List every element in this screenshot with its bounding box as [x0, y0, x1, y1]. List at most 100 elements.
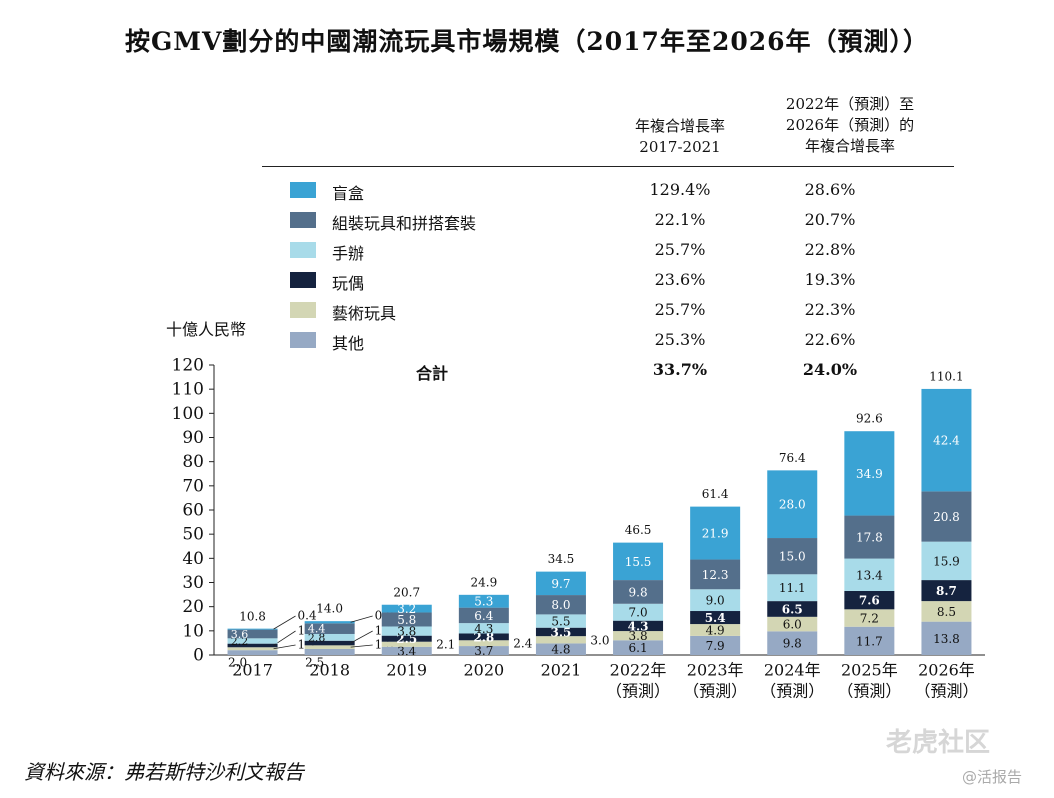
bar-segment — [381, 612, 432, 627]
x-tick-label: 2025年 — [841, 661, 898, 680]
bar-segment — [304, 633, 355, 641]
bar-segment — [767, 616, 818, 632]
data-label: 8.5 — [937, 605, 956, 619]
data-label: 4.8 — [551, 643, 570, 657]
legend-swatch — [290, 242, 316, 258]
bar-segment — [227, 628, 278, 630]
y-tick-label: 110 — [172, 380, 204, 400]
bar-segment — [458, 623, 509, 634]
data-label: 15.0 — [779, 550, 806, 564]
x-tick-label: （預測） — [914, 682, 978, 701]
bar-segment — [535, 571, 586, 596]
source-note: 資料來源：弗若斯特沙利文報告 — [24, 760, 304, 784]
data-label: 7.6 — [859, 594, 880, 608]
legend-cagr-2022-2026: 28.6% — [804, 180, 856, 199]
bar-segment — [613, 631, 664, 641]
data-label: 5.3 — [474, 595, 493, 609]
bar-segment — [767, 470, 818, 539]
legend-label: 其他 — [332, 334, 365, 353]
total-label: 92.6 — [856, 412, 883, 426]
total-cagr-2017-2021: 33.7% — [652, 360, 708, 379]
y-tick-label: 70 — [182, 476, 204, 496]
legend-cagr-2022-2026: 19.3% — [804, 270, 856, 289]
data-label: 5.4 — [705, 611, 726, 625]
x-tick-label: 2026年 — [918, 661, 975, 680]
data-label: 6.4 — [474, 609, 493, 623]
bar-segment — [921, 388, 972, 492]
legend-row-others: 其他 25.3% 22.6% — [290, 330, 930, 353]
x-tick-label: 2021 — [541, 661, 582, 680]
legend-row-building-sets: 組裝玩具和拼搭套裝 22.1% 20.7% — [290, 210, 930, 233]
leader-line — [273, 615, 296, 630]
data-label: 11.7 — [856, 634, 883, 648]
legend-row-art-toys: 藝術玩具 25.7% 22.3% — [290, 300, 930, 323]
data-label: 3.6 — [231, 628, 249, 641]
y-tick-label: 60 — [182, 501, 204, 521]
cagr-header-line: 2022年（預測）至 — [785, 95, 915, 113]
total-label: 10.8 — [239, 609, 266, 623]
data-label: 4.9 — [706, 623, 725, 637]
legend-cagr-2022-2026: 22.6% — [804, 330, 856, 349]
y-tick-label: 10 — [182, 621, 204, 641]
watermark-logo-text: 老虎社区 — [886, 728, 991, 758]
data-label: 4.3 — [628, 619, 649, 633]
x-tick-label: （預測） — [683, 682, 747, 701]
total-label: 合計 — [416, 364, 449, 383]
legend-label: 組裝玩具和拼搭套裝 — [332, 214, 477, 233]
bar-segment — [304, 645, 355, 649]
bar-segment — [381, 646, 432, 655]
bar-segment — [227, 638, 278, 644]
bar-segment — [227, 629, 278, 639]
data-label: 6.5 — [782, 602, 803, 616]
data-label: 9.8 — [629, 585, 648, 599]
x-tick-label: （預測） — [760, 682, 824, 701]
bar-segment — [690, 559, 741, 590]
y-tick-label: 50 — [182, 525, 204, 545]
y-tick-label: 80 — [182, 452, 204, 472]
leader-line — [350, 615, 373, 623]
leader-line — [273, 644, 296, 650]
data-label: 21.9 — [702, 527, 729, 541]
bar-segment — [767, 631, 818, 655]
leader-line — [350, 630, 373, 644]
bar-segment — [458, 646, 509, 655]
bar-segment — [767, 601, 818, 617]
cagr-header-line: 年複合增長率 — [804, 137, 895, 155]
legend-cagr-2017-2021: 25.7% — [654, 240, 706, 259]
data-label: 4.3 — [474, 622, 493, 636]
legend-cagr-2022-2026: 20.7% — [804, 210, 856, 229]
legend-swatch — [290, 302, 316, 318]
total-label: 20.7 — [393, 585, 420, 599]
bar-segment — [304, 640, 355, 646]
data-label: 9.7 — [551, 577, 570, 591]
data-label: 2.5 — [305, 656, 324, 670]
bar-segment — [844, 626, 895, 655]
cagr-header-2022-2026: 2022年（預測）至 2026年（預測）的 年複合增長率 — [770, 94, 930, 157]
bar-segment — [381, 635, 432, 642]
data-label: 28.0 — [779, 498, 806, 512]
data-label: 3.8 — [629, 629, 648, 643]
legend-swatch — [290, 182, 316, 198]
bar-segment — [690, 589, 741, 612]
data-label: 8.0 — [551, 598, 570, 612]
data-label: 0.4 — [298, 609, 317, 623]
cagr-header-line: 2017-2021 — [639, 138, 721, 156]
legend-label: 玩偶 — [332, 274, 365, 293]
legend-cagr-2017-2021: 25.3% — [654, 330, 706, 349]
data-label: 15.5 — [625, 555, 652, 569]
data-label: 3.2 — [397, 602, 416, 616]
bar-segment — [304, 621, 355, 624]
bar-segment — [535, 627, 586, 637]
y-tick-label: 30 — [182, 573, 204, 593]
bar-segment — [921, 541, 972, 581]
data-label: 7.9 — [706, 639, 725, 653]
cagr-header-2017-2021: 年複合增長率 2017-2021 — [610, 116, 750, 158]
bar-segment — [304, 648, 355, 655]
legend-swatch — [290, 272, 316, 288]
bar-segment — [381, 641, 432, 647]
data-label: 5.5 — [551, 615, 570, 629]
bar-segment — [690, 611, 741, 625]
data-label: 3.4 — [397, 644, 416, 658]
data-label: 8.7 — [936, 584, 957, 598]
legend-row-figures: 手辦 25.7% 22.8% — [290, 240, 930, 263]
